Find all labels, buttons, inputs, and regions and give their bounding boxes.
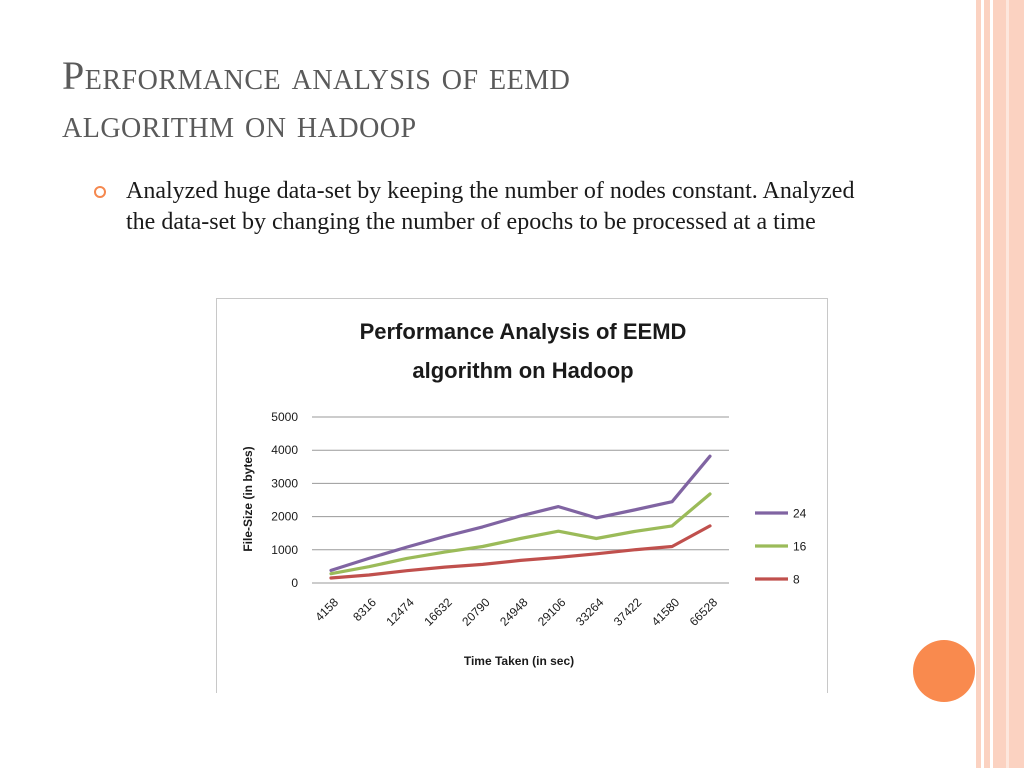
x-tick-label: 8316 xyxy=(350,595,379,624)
y-tick-label: 4000 xyxy=(271,443,298,457)
x-axis-label: Time Taken (in sec) xyxy=(464,654,574,668)
series-line-16 xyxy=(329,492,712,576)
x-tick-label: 4158 xyxy=(312,595,341,624)
x-tick-label: 66528 xyxy=(687,595,721,629)
legend-label-24: 24 xyxy=(793,507,807,521)
x-tick-label: 16632 xyxy=(421,595,455,629)
x-tick-label: 37422 xyxy=(611,595,645,629)
y-tick-label: 3000 xyxy=(271,476,298,490)
y-axis-label: File-Size (in bytes) xyxy=(241,446,255,551)
bullet-circle-icon xyxy=(94,186,106,198)
chart-title-line-1: Performance Analysis of EEMD xyxy=(360,319,687,344)
x-tick-label: 24948 xyxy=(497,595,531,629)
y-tick-label: 1000 xyxy=(271,543,298,557)
legend: 24 16 8 xyxy=(755,507,807,587)
legend-label-16: 16 xyxy=(793,540,807,554)
x-tick-label: 29106 xyxy=(535,595,569,629)
x-tick-label: 41580 xyxy=(649,595,683,629)
right-decorative-bars xyxy=(976,0,1024,768)
bullet-item: Analyzed huge data-set by keeping the nu… xyxy=(94,176,864,238)
legend-label-8: 8 xyxy=(793,573,800,587)
slide-title: Performance analysis of eemd algorithm o… xyxy=(62,52,942,148)
x-tick-label: 12474 xyxy=(383,595,417,629)
y-tick-labels: 0 1000 2000 3000 4000 5000 xyxy=(271,410,298,590)
x-tick-labels: 4158 8316 12474 16632 20790 24948 29106 33264 37… xyxy=(312,595,720,629)
y-tick-label: 2000 xyxy=(271,510,298,524)
series-line-8 xyxy=(329,524,712,580)
x-tick-label: 33264 xyxy=(573,595,607,629)
bullet-text: Analyzed huge data-set by keeping the nu… xyxy=(126,178,855,235)
x-tick-label: 20790 xyxy=(459,595,493,629)
slide-title-line-2: algorithm on hadoop xyxy=(62,101,417,146)
slide-title-line-1: Performance analysis of eemd xyxy=(62,53,571,98)
chart-container: Performance Analysis of EEMD algorithm o… xyxy=(216,298,828,693)
decorative-orange-circle xyxy=(913,640,975,702)
y-tick-label: 0 xyxy=(291,576,298,590)
series-line-24 xyxy=(329,454,712,572)
line-chart: Performance Analysis of EEMD algorithm o… xyxy=(241,319,807,668)
y-tick-label: 5000 xyxy=(271,410,298,424)
series-lines xyxy=(329,454,712,580)
chart-title-line-2: algorithm on Hadoop xyxy=(412,358,633,383)
